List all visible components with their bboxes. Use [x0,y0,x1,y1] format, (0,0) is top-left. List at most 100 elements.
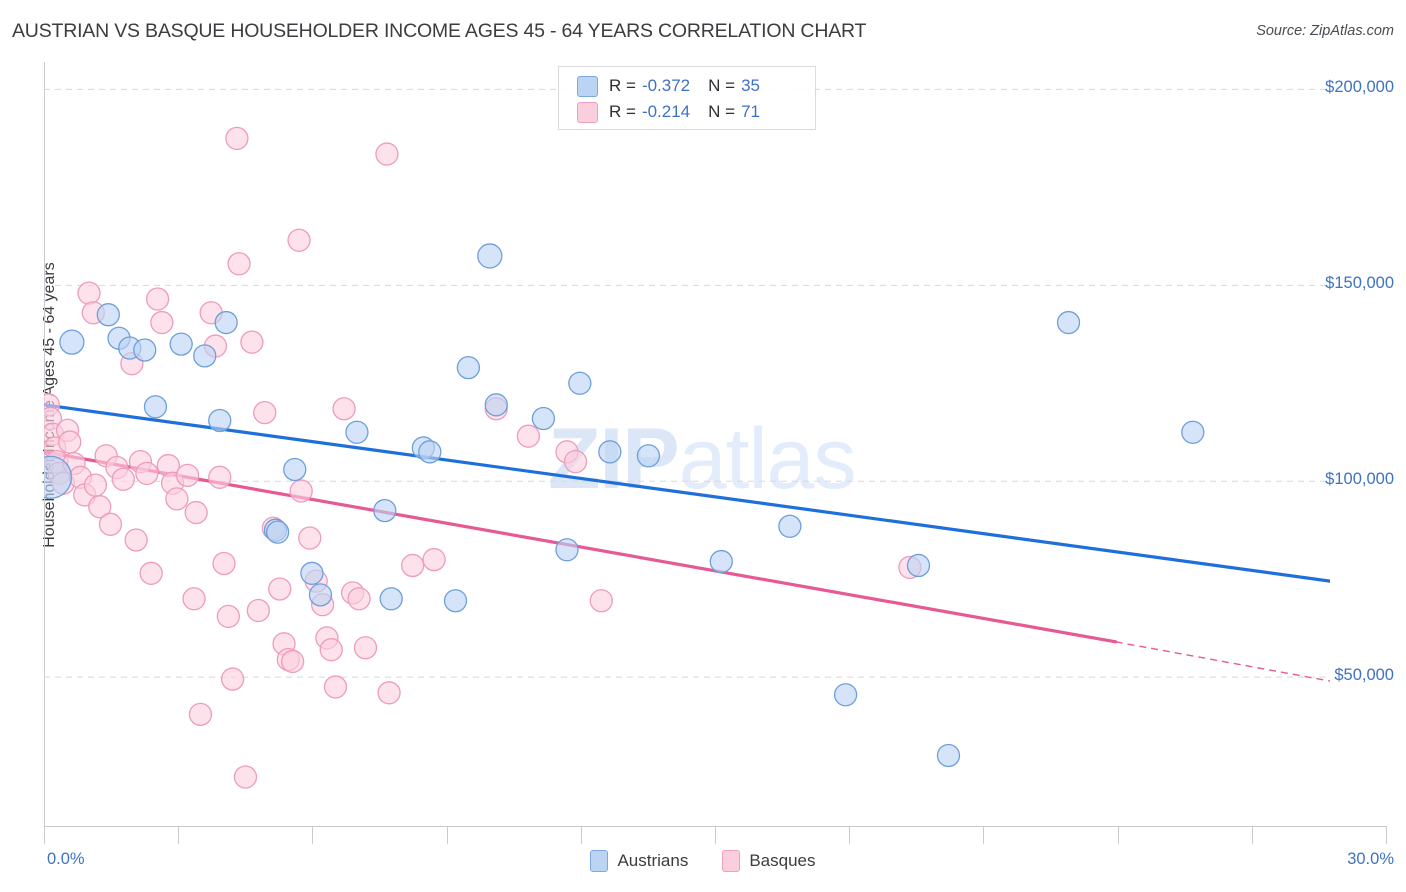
n-value-basques: 71 [741,102,760,121]
data-point [227,252,251,276]
legend-swatch-basques [577,101,598,123]
x-axis-tick-mark [44,826,45,844]
x-axis-tick-mark [447,826,448,844]
data-point [375,142,399,166]
data-point [83,473,108,497]
data-point [182,587,206,611]
data-point [484,393,508,417]
data-point [133,338,157,362]
data-point [220,667,245,691]
legend-label-austrians: Austrians [617,851,689,870]
data-point [283,457,307,482]
data-point [353,636,378,660]
data-point [443,589,468,613]
data-point [233,765,258,789]
x-axis-tick-mark [715,826,716,844]
data-point [77,281,101,305]
x-axis-tick-mark [1386,826,1387,844]
data-point [598,440,622,464]
series-legend: Austrians Basques [0,850,1406,872]
r-value-basques: -0.214 [641,102,691,121]
data-point [373,498,397,523]
data-point [477,243,503,269]
x-axis-tick-mark [178,826,179,844]
scatter-svg [44,88,1330,789]
data-point [193,344,217,368]
data-point [188,702,213,726]
data-point [240,330,264,354]
data-point [709,549,733,574]
r-label-basques: R = [609,102,636,121]
data-point [268,577,292,601]
data-point [150,310,174,335]
data-point [265,520,290,544]
data-point [300,561,324,585]
x-axis-tick-mark [1252,826,1253,844]
data-point [298,526,322,550]
data-point [456,355,481,380]
data-point [345,420,369,444]
r-value-austrians: -0.372 [641,76,691,95]
x-axis-min-label: 0.0% [47,850,85,868]
data-point [253,401,277,425]
x-axis-tick-mark [312,826,313,844]
x-axis-tick-mark [1118,826,1119,844]
data-point [516,424,541,448]
r-label-austrians: R = [609,76,636,95]
x-axis-tick-mark [849,826,850,844]
data-point [589,589,613,613]
data-point [246,598,270,623]
data-point [98,512,123,536]
data-point [555,538,579,562]
data-point [208,408,232,433]
data-point [563,449,588,474]
y-axis-tick-label: $200,000 [1325,78,1394,97]
data-point [422,547,446,572]
data-point [44,455,73,499]
data-point [135,461,159,486]
legend-item-austrians[interactable]: Austrians [590,850,688,872]
stats-row-basques: R = -0.214 N = 71 [577,99,815,125]
data-point [377,681,401,705]
data-point [531,406,556,431]
x-axis-tick-mark [983,826,984,844]
legend-label-basques: Basques [749,851,816,870]
data-point [308,583,333,607]
data-point [165,487,189,511]
data-point [111,467,135,491]
legend-swatch-austrians [577,75,598,97]
data-point [401,553,425,578]
data-point [124,528,148,552]
n-label-austrians: N = [708,76,736,95]
data-point [636,444,661,468]
data-point [347,587,371,611]
plot-area [44,62,1330,826]
legend-swatch-basques-bottom [722,850,741,872]
n-label-basques: N = [708,102,736,121]
source-attribution: Source: ZipAtlas.com [1256,23,1394,39]
y-axis-tick-label: $150,000 [1325,274,1394,293]
data-point [143,395,168,419]
data-point [778,514,802,538]
data-point [568,371,592,395]
x-axis-max-label: 30.0% [1347,850,1394,868]
legend-item-basques[interactable]: Basques [722,850,816,872]
data-point [96,303,120,327]
data-point [169,332,193,356]
series-points-basques [44,126,922,789]
data-point [216,604,240,629]
data-point [319,638,343,662]
data-point [287,228,311,252]
data-point [139,561,163,585]
data-point [289,479,313,503]
data-point [1181,420,1205,444]
correlation-stats-legend: R = -0.372 N = 35 R = -0.214 N = 71 [558,66,816,130]
data-point [280,649,305,674]
data-point [208,465,232,489]
legend-swatch-austrians-bottom [590,850,609,872]
data-point [833,683,858,707]
data-point [225,126,249,151]
data-point [323,675,348,699]
n-value-austrians: 35 [741,76,760,95]
